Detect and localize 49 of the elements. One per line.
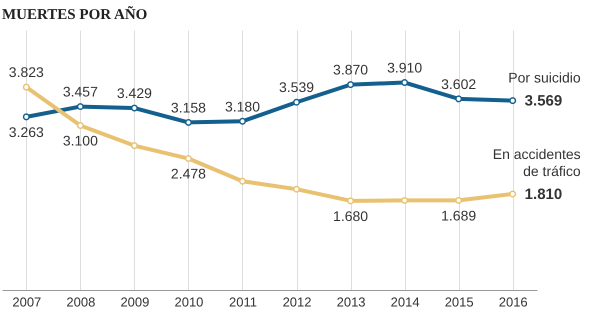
chart-title: MUERTES POR AÑO: [2, 6, 148, 23]
point: [238, 118, 246, 125]
data-label: 3.602: [441, 76, 476, 92]
data-label: 1.689: [441, 207, 476, 224]
x-tick-label: 2016: [498, 294, 528, 310]
x-tick-label: 2007: [12, 294, 42, 310]
point: [22, 84, 30, 91]
x-tick-label: 2011: [228, 294, 257, 310]
x-tick-label: 2014: [390, 294, 420, 310]
data-label: 3.910: [387, 60, 422, 76]
point: [455, 196, 462, 204]
series-label: Por suicidio: [508, 70, 581, 86]
point: [455, 95, 462, 102]
data-label: 3.429: [116, 85, 152, 102]
point: [293, 186, 300, 193]
data-label: 1.680: [333, 208, 368, 224]
point: [76, 103, 84, 110]
data-label: 3.870: [333, 62, 368, 78]
point: [76, 122, 84, 129]
point: [184, 118, 192, 126]
data-label: 3.100: [62, 132, 98, 149]
point: [401, 196, 408, 204]
point: [509, 97, 516, 104]
point: [347, 81, 354, 88]
point: [130, 104, 138, 112]
data-label: 3.180: [224, 98, 260, 114]
x-tick-label: 2012: [282, 294, 312, 310]
data-label: 3.823: [8, 64, 44, 80]
data-label: 3.158: [170, 99, 206, 116]
data-label: 3.539: [278, 79, 314, 96]
x-tick-label: 2015: [444, 294, 474, 310]
point: [509, 190, 516, 198]
data-label: 3.263: [8, 124, 44, 140]
point: [347, 197, 354, 204]
x-tick-label: 2010: [174, 294, 204, 310]
data-label: 1.810: [524, 186, 562, 203]
x-tick-label: 2009: [120, 294, 150, 310]
x-tick-label: 2013: [336, 294, 366, 310]
x-tick-label: 2008: [66, 294, 96, 310]
point: [238, 178, 246, 185]
point: [184, 155, 192, 162]
data-label: 2.478: [170, 166, 206, 182]
point: [22, 113, 30, 120]
point: [293, 98, 300, 106]
point: [401, 79, 408, 86]
data-label: 3.569: [524, 92, 562, 110]
series-label: En accidentes de tráfico: [492, 146, 581, 179]
point: [130, 142, 138, 150]
data-label: 3.457: [62, 84, 98, 100]
